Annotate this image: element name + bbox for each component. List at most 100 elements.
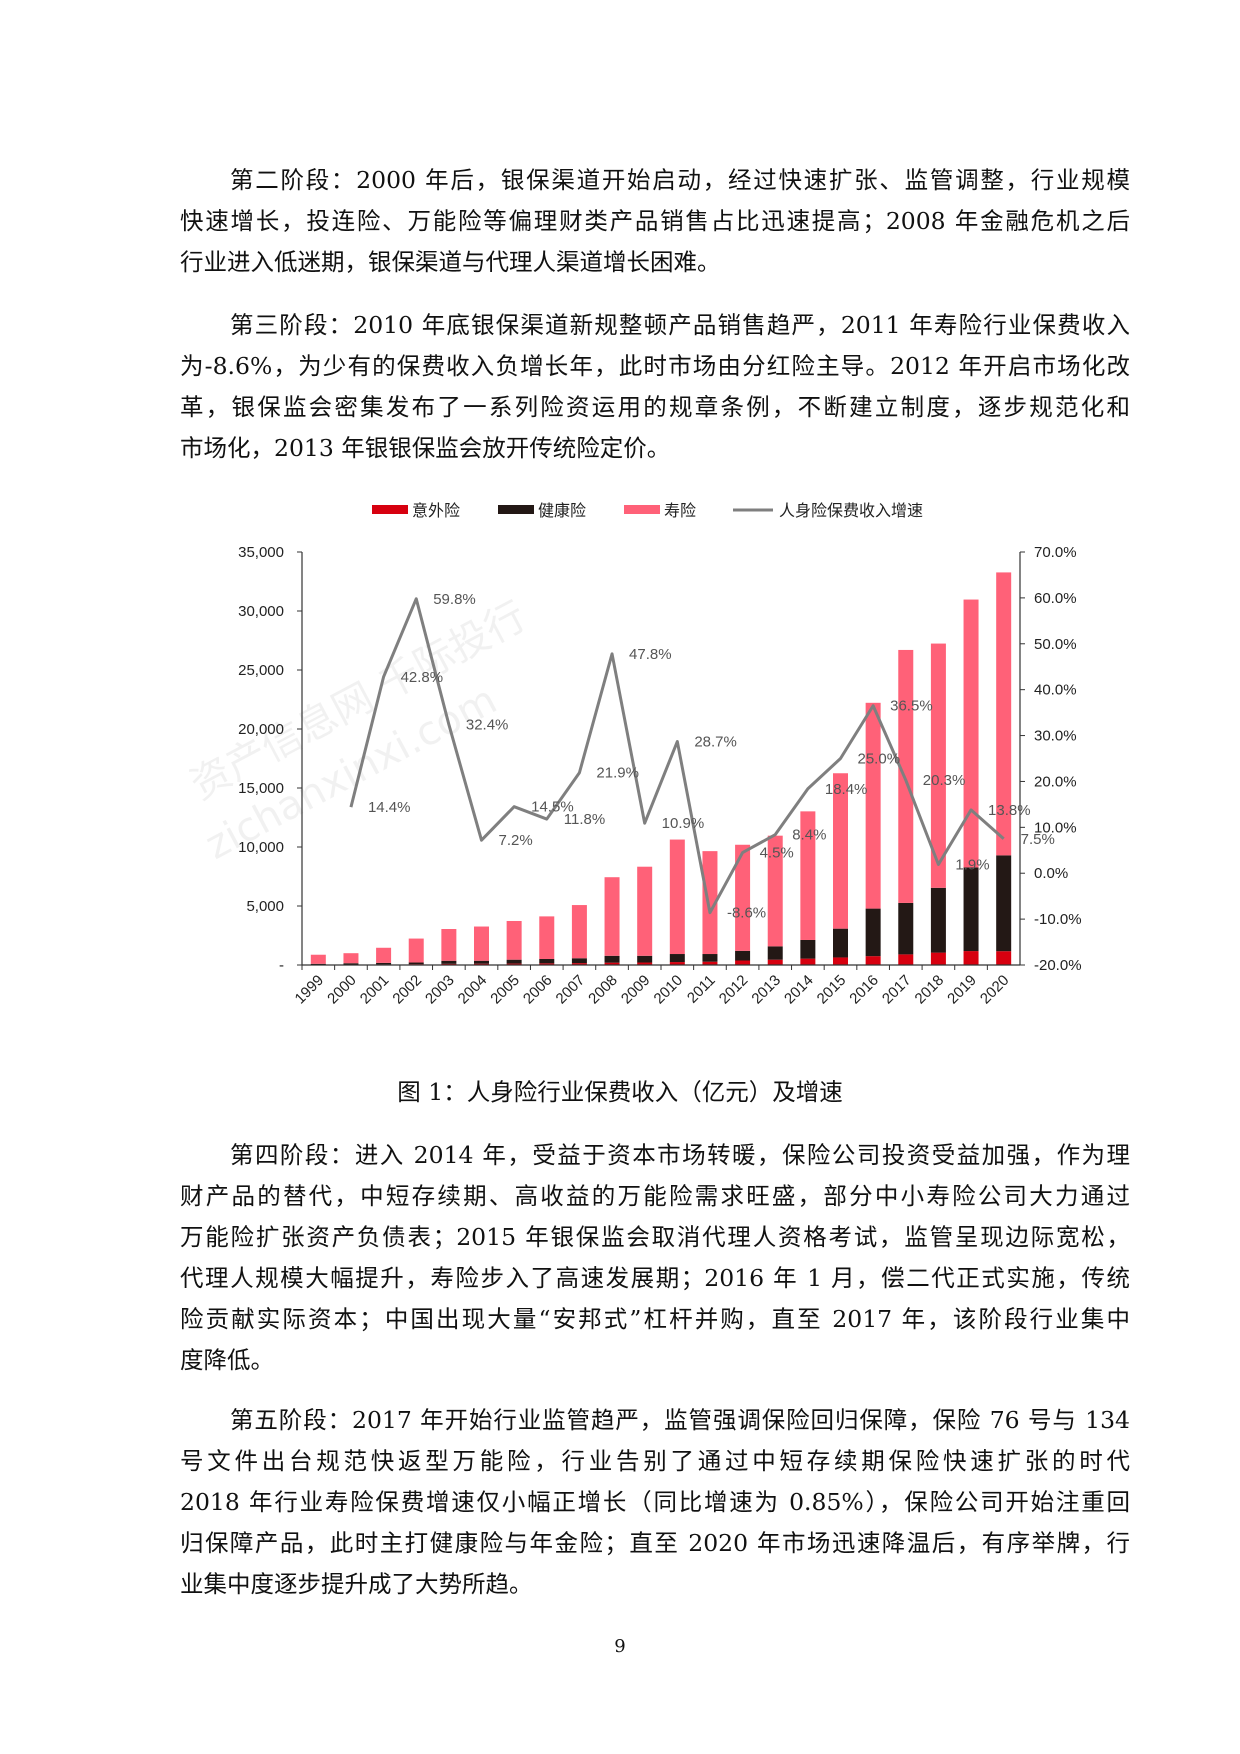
bar-life-2000 — [343, 953, 359, 964]
paragraph-stage-5: 第五阶段：2017 年开始行业监管趋严，监管强调保险回归保障，保险 76 号与 … — [180, 1400, 1130, 1605]
bar-accident-2015 — [833, 957, 848, 965]
text-line: 险贡献实际资本；中国出现大量“安邦式”杠杆并购，直至 2017 年，该阶段行业集… — [180, 1305, 1130, 1333]
left-tick-label: 15,000 — [238, 780, 284, 797]
x-tick-label: 1999 — [292, 972, 328, 1008]
bar-life-2012 — [735, 844, 751, 951]
bar-health-2007 — [571, 958, 587, 964]
growth-data-label-2004: 7.2% — [499, 832, 533, 849]
growth-data-label-2016: 36.5% — [890, 698, 933, 715]
bar-life-2010 — [669, 839, 685, 955]
bar-health-2018 — [930, 887, 946, 953]
bar-accident-2013 — [767, 959, 783, 965]
paragraph-stage-3: 第三阶段：2010 年底银保渠道新规整顿产品销售趋严，2011 年寿险行业保费收… — [180, 305, 1130, 469]
x-tick-label: 2012 — [716, 972, 752, 1008]
growth-data-label-2013: 8.4% — [792, 827, 826, 844]
bar-life-2003 — [441, 929, 457, 961]
text-line: 业集中度逐步提升成了大势所趋。 — [180, 1570, 533, 1598]
bar-life-1999 — [310, 954, 326, 964]
bar-accident-2010 — [669, 962, 685, 965]
bar-health-2000 — [343, 963, 359, 965]
bar-health-2001 — [376, 962, 392, 965]
text-line: 为-8.6%，为少有的保费收入负增长年，此时市场由分红险主导。2012 年开启市… — [180, 352, 1130, 380]
bar-health-2002 — [408, 962, 424, 965]
bar-life-2016 — [865, 702, 881, 909]
right-tick-label: 30.0% — [1034, 728, 1077, 745]
bar-accident-2012 — [735, 960, 751, 965]
text-line: 度降低。 — [180, 1346, 274, 1374]
right-tick-label: 50.0% — [1034, 636, 1077, 653]
growth-data-label-2007: 21.9% — [596, 765, 639, 782]
text-line: 2018 年行业寿险保费增速仅小幅正增长（同比增速为 0.85%），保险公司开始… — [180, 1488, 1130, 1516]
x-tick-label: 2018 — [912, 972, 948, 1008]
left-tick-label: 20,000 — [238, 721, 284, 738]
text-line: 第五阶段：2017 年开始行业监管趋严，监管强调保险回归保障，保险 76 号与 … — [230, 1406, 1130, 1434]
bar-life-2020 — [996, 572, 1012, 856]
right-tick-label: 40.0% — [1034, 682, 1077, 699]
bar-accident-2008 — [604, 962, 620, 965]
right-tick-label: -20.0% — [1034, 957, 1082, 974]
growth-data-label-2012: 4.5% — [760, 845, 794, 862]
x-tick-label: 2005 — [487, 972, 523, 1008]
bar-health-2019 — [963, 867, 979, 952]
x-tick-label: 2013 — [748, 972, 784, 1008]
bar-life-2014 — [800, 811, 816, 940]
right-tick-label: -10.0% — [1034, 911, 1082, 928]
paragraph-stage-4: 第四阶段：进入 2014 年，受益于资本市场转暖，保险公司投资受益加强，作为理财… — [180, 1135, 1130, 1381]
growth-data-label-2002: 59.8% — [433, 591, 476, 608]
bar-health-2004 — [474, 960, 489, 964]
growth-data-label-2011: -8.6% — [727, 905, 766, 922]
page-number: 9 — [614, 1636, 626, 1657]
bar-life-2013 — [767, 835, 783, 947]
growth-line-series: 14.4% 42.8% 59.8% 32.4% 7.2% 14.5%11.8% 21.9% 4… — [349, 591, 1055, 922]
x-tick-label: 2002 — [389, 972, 425, 1008]
text-line: 财产品的替代，中短存续期、高收益的万能险需求旺盛，部分中小寿险公司大力通过 — [180, 1182, 1130, 1210]
growth-data-label-2000: 14.4% — [368, 799, 411, 816]
bar-life-2015 — [833, 773, 848, 929]
growth-data-label-2006: 11.8% — [564, 811, 605, 828]
left-tick-label: 10,000 — [238, 839, 284, 856]
bar-accident-2005 — [506, 963, 522, 965]
bar-life-2011 — [702, 851, 718, 955]
bar-accident-2009 — [637, 962, 653, 965]
bar-accident-2017 — [898, 954, 914, 965]
legend-label: 人身险保费收入增速 — [779, 501, 923, 520]
growth-line — [349, 597, 1005, 915]
bar-life-2008 — [604, 877, 620, 956]
text-line: 第三阶段：2010 年底银保渠道新规整顿产品销售趋严，2011 年寿险行业保费收… — [230, 311, 1130, 339]
text-line: 市场化，2013 年银银保监会放开传统险定价。 — [180, 434, 671, 462]
legend-label: 意外险 — [412, 501, 460, 520]
bar-health-2011 — [702, 954, 718, 962]
legend-swatch — [372, 505, 408, 514]
bar-health-2008 — [604, 955, 620, 963]
x-tick-label: 2004 — [455, 972, 491, 1008]
bar-life-2007 — [571, 905, 587, 959]
growth-data-label-2020: 7.5% — [1021, 831, 1055, 848]
text-line: 革，银保监会密集发布了一系列险资运用的规章条例，不断建立制度，逐步规范化和 — [180, 393, 1130, 421]
bar-accident-2014 — [800, 958, 816, 965]
x-tick-label: 2001 — [357, 972, 393, 1008]
x-tick-label: 2011 — [684, 972, 719, 1007]
bar-health-2017 — [898, 902, 914, 955]
bar-life-2019 — [963, 599, 979, 868]
bar-health-2009 — [637, 955, 653, 963]
growth-data-label-2010: 28.7% — [694, 734, 737, 751]
right-tick-label: 20.0% — [1034, 773, 1077, 790]
text-line: 万能险扩张资产负债表；2015 年银保监会取消代理人资格考试，监管呈现边际宽松， — [180, 1223, 1130, 1251]
paragraph-stage-2: 第二阶段：2000 年后，银保渠道开始启动，经过快速扩张、监管调整，行业规模 快速… — [180, 160, 1130, 283]
bar-health-1999 — [310, 963, 326, 965]
bar-accident-2019 — [963, 951, 979, 965]
left-tick-label: 30,000 — [238, 603, 284, 620]
bar-life-2001 — [376, 947, 392, 963]
bar-health-2016 — [865, 908, 881, 957]
bar-accident-2011 — [702, 961, 718, 965]
chart-legend: 意外险 健康险 寿险 人身险保费收入增速 — [372, 501, 923, 520]
text-line: 行业进入低迷期，银保渠道与代理人渠道增长困难。 — [180, 248, 721, 276]
x-tick-label: 2020 — [977, 972, 1013, 1008]
x-tick-label: 2009 — [618, 972, 654, 1008]
bar-series — [310, 572, 1012, 965]
x-tick-label: 2007 — [553, 972, 589, 1008]
bar-life-2002 — [408, 938, 424, 963]
right-tick-label: 70.0% — [1034, 544, 1077, 561]
left-tick-label: 5,000 — [246, 898, 284, 915]
